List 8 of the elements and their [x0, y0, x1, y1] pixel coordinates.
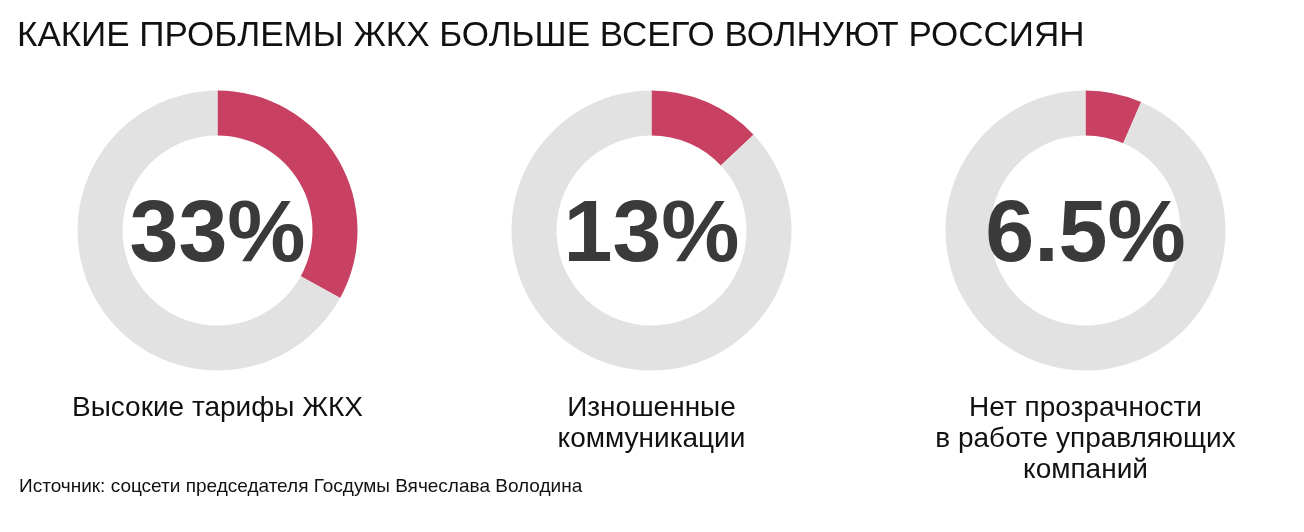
data-label: 6.5% [985, 181, 1186, 280]
data-label: 33% [129, 181, 306, 280]
text: Нет прозрачности в работе управляющих компаний [935, 390, 1236, 484]
text: Изношенные коммуникации [557, 390, 746, 453]
data-label: 13% [563, 181, 740, 280]
text: КАКИЕ ПРОБЛЕМЫ ЖКХ БОЛЬШЕ ВСЕГО ВОЛНУЮТ РОССИЯН [17, 13, 1085, 55]
text: Высокие тарифы ЖКХ [72, 390, 364, 422]
text: Источник: соцсети председателя Госдумы Вячеслава Володина [19, 474, 583, 498]
